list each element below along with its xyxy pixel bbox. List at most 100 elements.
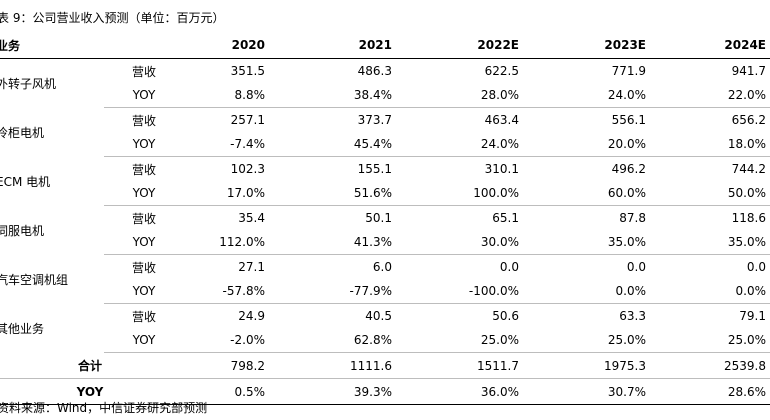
metric-label: 营收 [131,162,156,177]
value-cell: 17.0% [184,181,275,206]
value-cell: 0.0 [499,260,519,274]
metric-label: 营收 [131,211,156,226]
metric-label: YOY [104,132,184,157]
value-cell: 35.4 [238,211,265,225]
value-cell: 0.0% [656,279,770,304]
header-row: 业务 2020 2021 2022E 2023E 2024E [0,32,770,59]
value-cell: 771.9 [611,64,646,78]
value-cell: 1511.7 [402,352,529,379]
value-cell: 486.3 [357,64,392,78]
header-year: 2021 [275,32,402,59]
value-cell: 60.0% [529,181,656,206]
value-cell: 28.0% [402,83,529,108]
metric-label: YOY [104,83,184,108]
value-cell: 0.0 [746,260,766,274]
value-cell: 36.0% [402,378,529,405]
value-cell: 556.1 [611,113,646,127]
table-row: YOY -7.4% 45.4% 24.0% 20.0% 18.0% [0,132,770,157]
value-cell: 65.1 [492,211,519,225]
value-cell: 62.8% [275,328,402,353]
value-cell: 373.7 [357,113,392,127]
header-year: 2023E [529,32,656,59]
metric-label: YOY [104,230,184,255]
value-cell: 102.3 [230,162,265,176]
value-cell: 22.0% [656,83,770,108]
value-cell: 24.0% [529,83,656,108]
value-cell: 118.6 [731,211,766,225]
table-row: YOY 8.8% 38.4% 28.0% 24.0% 22.0% [0,83,770,108]
segment-name: 其他业务 [0,321,45,336]
table-row: ECM 电机 营收 102.3 155.1 310.1 496.2 744.2 [0,157,770,189]
metric-label: YOY [104,328,184,353]
value-cell: 27.1 [238,260,265,274]
segment-name: 冷柜电机 [0,125,45,140]
table-row: YOY -57.8% -77.9% -100.0% 0.0% 0.0% [0,279,770,304]
value-cell: -57.8% [184,279,275,304]
value-cell: 0.0 [626,260,646,274]
table-row: YOY -2.0% 62.8% 25.0% 25.0% 25.0% [0,328,770,353]
value-cell: 310.1 [484,162,519,176]
table-row: YOY 112.0% 41.3% 30.0% 35.0% 35.0% [0,230,770,255]
table-row: 伺服电机 营收 35.4 50.1 65.1 87.8 118.6 [0,206,770,238]
value-cell: 1111.6 [275,352,402,379]
value-cell: 50.1 [365,211,392,225]
value-cell: 25.0% [529,328,656,353]
value-cell: 30.7% [529,378,656,405]
value-cell: 100.0% [402,181,529,206]
header-year: 2024E [656,32,770,59]
revenue-forecast-table: 业务 2020 2021 2022E 2023E 2024E 外转子风机营收35… [0,32,770,405]
value-cell: 351.5 [230,64,265,78]
value-cell: 25.0% [402,328,529,353]
header-year: 2020 [184,32,275,59]
value-cell: 45.4% [275,132,402,157]
segment-name: 伺服电机 [0,223,45,238]
summary-label: YOY [0,378,184,405]
value-cell: 25.0% [656,328,770,353]
value-cell: 40.5 [365,309,392,323]
value-cell: 28.6% [656,378,770,405]
value-cell: 24.9 [238,309,265,323]
value-cell: 257.1 [230,113,265,127]
value-cell: 35.0% [529,230,656,255]
value-cell: 155.1 [357,162,392,176]
value-cell: 941.7 [731,64,766,78]
value-cell: 798.2 [184,352,275,379]
value-cell: 744.2 [731,162,766,176]
metric-label: 营收 [131,309,156,324]
value-cell: 50.6 [492,309,519,323]
value-cell: 2539.8 [656,352,770,379]
value-cell: 51.6% [275,181,402,206]
value-cell: 87.8 [619,211,646,225]
value-cell: 622.5 [484,64,519,78]
summary-row: 合计 798.2 1111.6 1511.7 1975.3 2539.8 [0,352,770,379]
value-cell: 35.0% [656,230,770,255]
value-cell: -77.9% [275,279,402,304]
metric-label: 营收 [131,64,156,79]
value-cell: 0.0% [529,279,656,304]
value-cell: 38.4% [275,83,402,108]
header-year: 2022E [402,32,529,59]
value-cell: 18.0% [656,132,770,157]
metric-label: 营收 [131,113,156,128]
value-cell: 50.0% [656,181,770,206]
value-cell: 41.3% [275,230,402,255]
segment-name: ECM 电机 [0,174,51,189]
value-cell: 656.2 [731,113,766,127]
value-cell: -7.4% [184,132,275,157]
value-cell: 8.8% [184,83,275,108]
segment-name: 汽车空调机组 [0,272,69,287]
table-body: 外转子风机 营收 351.5 486.3 622.5 771.9 941.7 YOY 8.8% 3… [0,59,770,405]
value-cell: 463.4 [484,113,519,127]
metric-label: YOY [104,181,184,206]
table-title: 表 9：公司营业收入预测（单位：百万元） [0,11,225,25]
table-row: 外转子风机 营收 351.5 486.3 622.5 771.9 941.7 [0,59,770,91]
value-cell: -2.0% [184,328,275,353]
value-cell: -100.0% [402,279,529,304]
value-cell: 0.5% [184,378,275,405]
value-cell: 6.0 [372,260,392,274]
value-cell: 30.0% [402,230,529,255]
value-cell: 24.0% [402,132,529,157]
header-metric [104,32,184,59]
value-cell: 496.2 [611,162,646,176]
